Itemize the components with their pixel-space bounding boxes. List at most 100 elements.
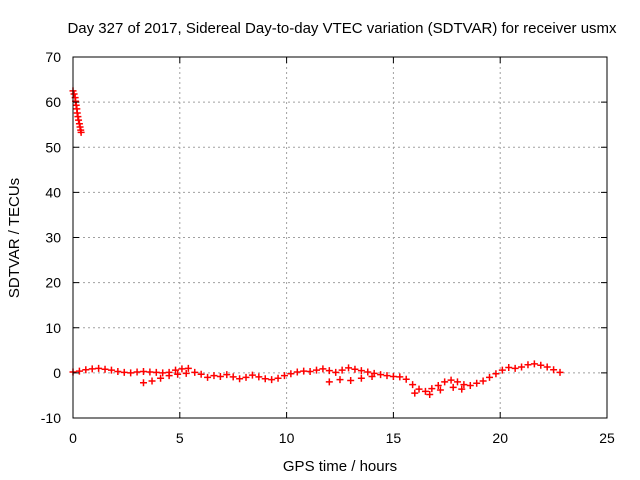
data-point bbox=[325, 367, 333, 375]
data-point bbox=[409, 381, 417, 389]
data-point bbox=[280, 372, 288, 380]
data-point bbox=[338, 366, 346, 374]
data-point bbox=[518, 363, 526, 371]
data-point bbox=[530, 360, 538, 368]
data-point bbox=[139, 379, 147, 387]
data-point bbox=[174, 370, 182, 378]
data-point bbox=[411, 389, 419, 397]
chart-title: Day 327 of 2017, Sidereal Day-to-day VTE… bbox=[67, 20, 617, 37]
data-point bbox=[172, 366, 180, 374]
data-point bbox=[88, 365, 96, 373]
data-points bbox=[69, 87, 564, 399]
data-point bbox=[133, 368, 141, 376]
data-point bbox=[447, 376, 455, 384]
data-point bbox=[389, 372, 397, 380]
data-point bbox=[415, 385, 423, 393]
data-point bbox=[216, 372, 224, 380]
x-tick-label: 10 bbox=[279, 430, 295, 446]
data-point bbox=[453, 378, 461, 386]
data-point bbox=[505, 363, 513, 371]
data-point bbox=[157, 374, 165, 382]
data-point bbox=[377, 371, 385, 379]
data-point bbox=[368, 372, 376, 380]
data-point bbox=[152, 368, 160, 376]
data-point bbox=[248, 371, 256, 379]
x-tick-label: 20 bbox=[492, 430, 508, 446]
data-point bbox=[146, 368, 154, 376]
data-point bbox=[287, 370, 295, 378]
data-point bbox=[70, 90, 78, 98]
data-point bbox=[357, 367, 365, 375]
data-point bbox=[107, 366, 115, 374]
x-tick-label: 15 bbox=[386, 430, 402, 446]
data-point bbox=[178, 365, 186, 373]
y-tick-label: 20 bbox=[45, 275, 61, 291]
data-point bbox=[274, 374, 282, 382]
data-point bbox=[159, 369, 167, 377]
data-point bbox=[242, 373, 250, 381]
data-point bbox=[293, 368, 301, 376]
data-point bbox=[345, 364, 353, 372]
x-axis-label: GPS time / hours bbox=[283, 458, 397, 475]
data-point bbox=[101, 365, 109, 373]
data-point bbox=[300, 367, 308, 375]
data-point bbox=[492, 370, 500, 378]
data-point bbox=[511, 364, 519, 372]
data-point bbox=[357, 374, 365, 382]
data-point bbox=[441, 378, 449, 386]
data-point bbox=[466, 382, 474, 390]
data-point bbox=[556, 368, 564, 376]
data-point bbox=[402, 375, 410, 383]
y-axis-label: SDTVAR / TECUs bbox=[6, 178, 23, 298]
data-point bbox=[325, 378, 333, 386]
series-sdtvar bbox=[69, 87, 564, 399]
data-point bbox=[261, 375, 269, 383]
data-point bbox=[550, 366, 558, 374]
y-tick-label: 50 bbox=[45, 139, 61, 155]
data-point bbox=[449, 383, 457, 391]
data-point bbox=[434, 382, 442, 390]
y-tick-label: -10 bbox=[41, 410, 61, 426]
data-point bbox=[396, 373, 404, 381]
data-point bbox=[268, 376, 276, 384]
data-point bbox=[148, 377, 156, 385]
data-point bbox=[479, 377, 487, 385]
data-point bbox=[255, 373, 263, 381]
data-point bbox=[351, 365, 359, 373]
data-point bbox=[332, 368, 340, 376]
x-tick-labels: 0 5 10 15 20 25 bbox=[69, 430, 615, 446]
data-point bbox=[95, 364, 103, 372]
data-point bbox=[77, 128, 85, 136]
data-point bbox=[182, 369, 190, 377]
data-point bbox=[191, 368, 199, 376]
y-tick-label: 0 bbox=[53, 365, 61, 381]
grid bbox=[73, 57, 607, 418]
data-point bbox=[127, 369, 135, 377]
y-tick-label: 70 bbox=[45, 49, 61, 65]
data-point bbox=[383, 372, 391, 380]
data-point bbox=[114, 368, 122, 376]
y-tick-label: 10 bbox=[45, 320, 61, 336]
data-point bbox=[313, 366, 321, 374]
x-tick-label: 5 bbox=[176, 430, 184, 446]
data-point bbox=[460, 381, 468, 389]
data-point bbox=[458, 385, 466, 393]
data-point bbox=[428, 385, 436, 393]
data-point bbox=[436, 386, 444, 394]
x-tick-label: 25 bbox=[599, 430, 615, 446]
data-point bbox=[139, 368, 147, 376]
data-point bbox=[236, 375, 244, 383]
data-point bbox=[537, 361, 545, 369]
data-point bbox=[421, 387, 429, 395]
data-point bbox=[197, 370, 205, 378]
data-point bbox=[306, 368, 314, 376]
data-point bbox=[336, 376, 344, 384]
data-point bbox=[498, 366, 506, 374]
data-point bbox=[364, 368, 372, 376]
data-point bbox=[543, 363, 551, 371]
y-tick-label: 60 bbox=[45, 94, 61, 110]
x-tick-label: 0 bbox=[69, 430, 77, 446]
data-point bbox=[319, 365, 327, 373]
